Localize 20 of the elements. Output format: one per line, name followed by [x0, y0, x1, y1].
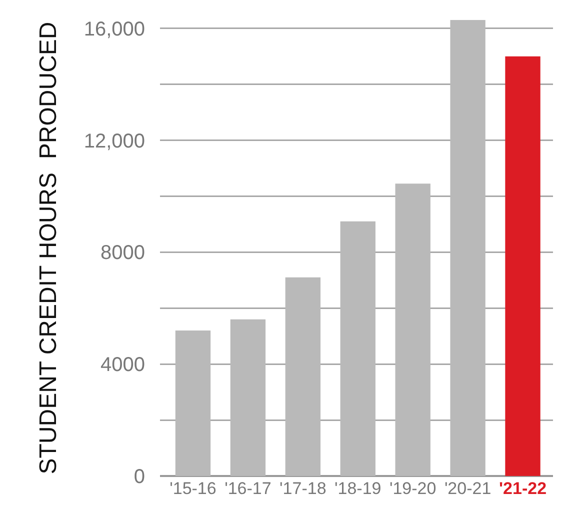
bar — [285, 277, 320, 476]
bar — [340, 221, 376, 476]
y-tick-label: 0 — [134, 466, 145, 488]
bar — [450, 20, 486, 476]
y-tick-label: 4000 — [100, 354, 145, 376]
x-tick-label: '15-16 — [170, 479, 216, 498]
bar — [395, 184, 430, 476]
x-tick-label: '16-17 — [224, 479, 272, 498]
y-tick-label: 12,000 — [84, 130, 145, 152]
y-axis-title: STUDENT CREDIT HOURS PRODUCED — [34, 22, 62, 474]
bar — [175, 330, 211, 476]
x-tick-label: '17-18 — [280, 479, 326, 498]
y-tick-label: 16,000 — [84, 18, 145, 40]
bar — [505, 56, 540, 476]
x-tick-label: '20-21 — [444, 479, 492, 498]
y-tick-label: 8000 — [100, 242, 145, 264]
x-tick-label: '21-22 — [499, 479, 547, 498]
x-tick-label: '18-19 — [334, 479, 382, 498]
x-tick-label: '19-20 — [389, 479, 436, 498]
bar — [230, 319, 266, 476]
